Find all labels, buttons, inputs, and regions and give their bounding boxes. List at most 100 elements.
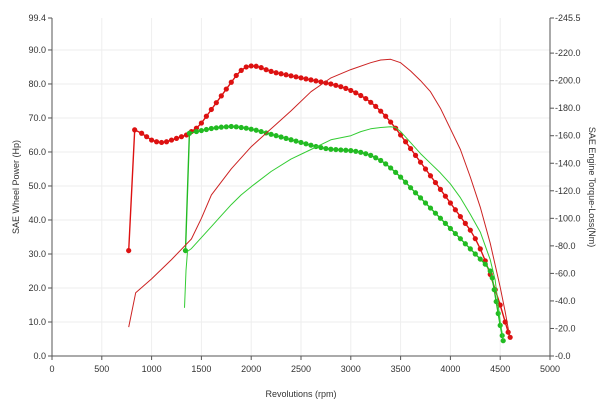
series-0-point-70 bbox=[477, 246, 483, 252]
right-tick-label-6: -120.0 bbox=[555, 186, 581, 196]
x-axis-title: Revolutions (rpm) bbox=[265, 389, 336, 399]
series-0-point-3 bbox=[144, 134, 150, 140]
series-0-point-30 bbox=[278, 71, 284, 77]
x-tick-label-6: 3000 bbox=[341, 364, 361, 374]
right-tick-label-8: -160.0 bbox=[555, 131, 581, 141]
series-0-point-4 bbox=[149, 137, 155, 143]
series-1-point-43 bbox=[398, 174, 404, 180]
series-0-point-69 bbox=[472, 236, 478, 242]
right-tick-label-4: -80.0 bbox=[555, 241, 576, 251]
series-1-point-47 bbox=[417, 195, 424, 201]
series-0-point-33 bbox=[293, 74, 299, 80]
series-1-point-62 bbox=[489, 275, 495, 281]
series-0-point-15 bbox=[203, 113, 209, 119]
series-1-point-15 bbox=[258, 128, 264, 135]
left-tick-label-4: 40.0 bbox=[28, 215, 46, 225]
x-tick-label-7: 3500 bbox=[391, 364, 411, 374]
right-tick-label-10: -200.0 bbox=[555, 76, 581, 86]
series-0-point-42 bbox=[338, 84, 344, 90]
series-1-point-10 bbox=[233, 124, 239, 130]
x-axis-ticks: 0 500 1000 1500 2000 2500 3000 3500 4000 4500 5000 bbox=[49, 356, 560, 374]
series-2-line bbox=[128, 58, 511, 340]
right-tick-label-7: -140.0 bbox=[555, 158, 581, 168]
series-0-point-34 bbox=[298, 75, 304, 81]
series-0-point-10 bbox=[178, 134, 185, 140]
series-1-power bbox=[182, 123, 506, 344]
series-1-point-58 bbox=[472, 251, 478, 257]
series-1-point-7 bbox=[218, 124, 224, 130]
series-1-point-54 bbox=[452, 230, 458, 237]
series-1-point-48 bbox=[422, 200, 429, 206]
series-1-point-49 bbox=[427, 205, 434, 211]
left-tick-label-7: 70.0 bbox=[28, 113, 46, 123]
series-1-point-38 bbox=[373, 155, 379, 161]
series-0-point-58 bbox=[417, 159, 424, 165]
series-1-point-23 bbox=[298, 139, 304, 146]
right-tick-label-1: -20.0 bbox=[555, 323, 576, 333]
series-0-point-57 bbox=[412, 152, 419, 158]
x-tick-label-10: 5000 bbox=[540, 364, 560, 374]
series-1-point-60 bbox=[482, 261, 488, 267]
right-tick-label-5: -100.0 bbox=[555, 213, 581, 223]
series-0-point-9 bbox=[173, 135, 180, 141]
series-0-point-53 bbox=[393, 125, 399, 131]
grid bbox=[52, 18, 550, 356]
series-0-point-56 bbox=[407, 145, 414, 152]
series-0-point-1 bbox=[132, 127, 138, 133]
series-0-point-52 bbox=[388, 119, 394, 125]
series-1-point-28 bbox=[323, 145, 329, 152]
series-0-point-68 bbox=[467, 227, 473, 233]
left-tick-label-0: 0.0 bbox=[33, 351, 46, 361]
right-tick-label-3: -60.0 bbox=[555, 268, 576, 278]
right-tick-label-2: -40.0 bbox=[555, 296, 576, 306]
series-0-point-39 bbox=[323, 80, 329, 86]
left-axis-ticks: 0.0 10.0 20.0 30.0 40.0 50.0 60.0 70.0 80.0 90.0 9… bbox=[28, 13, 52, 361]
series-1-point-22 bbox=[293, 138, 299, 144]
series-0-point-60 bbox=[427, 173, 434, 179]
series-1-point-61 bbox=[487, 268, 493, 274]
series-0-point-74 bbox=[497, 302, 503, 308]
series-1-point-57 bbox=[467, 246, 473, 252]
series-0-point-19 bbox=[223, 86, 229, 92]
series-0-point-44 bbox=[348, 87, 354, 94]
right-tick-label-0: -0.0 bbox=[555, 351, 571, 361]
series-1-point-37 bbox=[368, 152, 374, 158]
series-1-point-42 bbox=[393, 169, 399, 175]
x-tick-label-9: 4500 bbox=[490, 364, 510, 374]
series-0-point-27 bbox=[263, 67, 269, 73]
right-tick-label-12: -245.5 bbox=[555, 13, 581, 23]
right-axis-ticks: -0.0 -20.0 -40.0 -60.0 -80.0 -100.0 -120.0 -140… bbox=[550, 13, 581, 361]
left-tick-label-6: 60.0 bbox=[28, 147, 46, 157]
series-group bbox=[126, 58, 513, 344]
series-0-power bbox=[126, 63, 513, 340]
series-0-point-7 bbox=[163, 139, 170, 145]
series-1-point-45 bbox=[407, 185, 414, 191]
series-1-point-68 bbox=[500, 338, 506, 344]
series-1-point-17 bbox=[268, 131, 274, 137]
series-1-point-14 bbox=[253, 127, 259, 133]
series-1-point-8 bbox=[223, 124, 229, 130]
series-1-point-55 bbox=[457, 236, 463, 242]
series-0-point-16 bbox=[208, 106, 214, 113]
series-1-point-9 bbox=[228, 123, 234, 130]
series-1-point-65 bbox=[495, 310, 501, 317]
series-1-point-44 bbox=[402, 179, 409, 185]
series-1-point-12 bbox=[243, 125, 249, 131]
series-0-point-21 bbox=[233, 72, 239, 79]
series-1-point-20 bbox=[283, 135, 289, 141]
series-0-point-41 bbox=[333, 82, 339, 88]
series-0-point-0 bbox=[126, 247, 132, 254]
series-0-point-6 bbox=[158, 139, 165, 146]
series-1-point-13 bbox=[248, 126, 254, 132]
series-1-point-35 bbox=[358, 149, 364, 155]
series-0-point-51 bbox=[383, 113, 389, 119]
series-2-torque-loss bbox=[128, 58, 511, 340]
series-0-point-31 bbox=[283, 72, 289, 78]
series-1-point-50 bbox=[432, 210, 439, 216]
series-1-point-25 bbox=[308, 142, 314, 148]
series-1-point-51 bbox=[437, 215, 444, 221]
x-tick-label-1: 500 bbox=[94, 364, 109, 374]
series-1-point-46 bbox=[412, 190, 419, 196]
series-1-point-30 bbox=[333, 146, 339, 153]
